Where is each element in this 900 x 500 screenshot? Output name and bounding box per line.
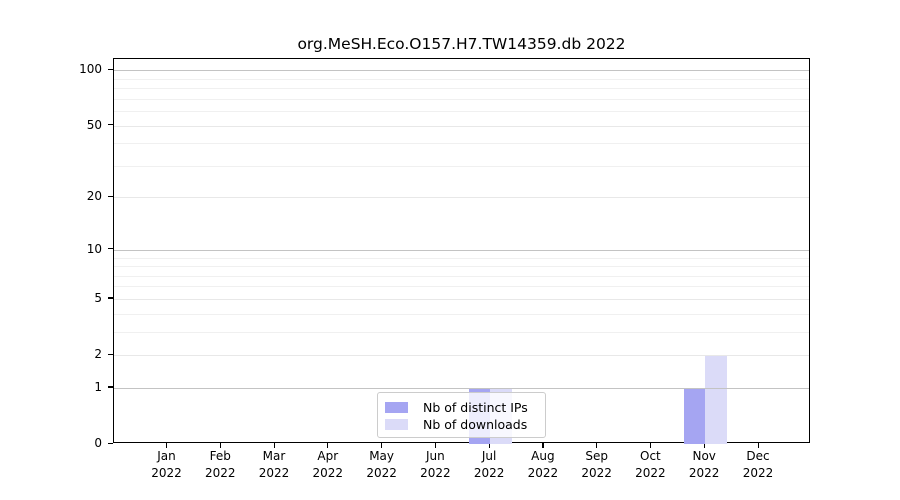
x-tick-year: 2022 — [581, 465, 612, 480]
x-tick-label: Jul 2022 — [461, 448, 517, 481]
x-tick — [381, 443, 383, 448]
y-tick-label: 1 — [94, 379, 102, 394]
x-tick — [703, 443, 705, 448]
x-tick — [219, 443, 221, 448]
plot-area — [113, 58, 810, 444]
y-tick-label: 20 — [86, 189, 102, 204]
x-tick-year: 2022 — [258, 465, 290, 480]
legend: Nb of distinct IPs Nb of downloads — [377, 392, 546, 438]
x-tick-label: Jan 2022 — [139, 448, 195, 481]
legend-swatch-downloads — [385, 418, 408, 430]
y-tick — [108, 68, 113, 70]
x-tick-month: Sep — [585, 449, 608, 463]
y-tick — [108, 353, 113, 355]
x-tick-month: Jul — [481, 449, 497, 463]
x-tick-year: 2022 — [312, 465, 344, 480]
legend-item-downloads: Nb of downloads — [385, 416, 536, 432]
x-tick-label: Oct 2022 — [622, 448, 678, 481]
gridline-minor — [114, 78, 809, 80]
x-tick-month: Aug — [531, 449, 555, 463]
y-tick — [108, 124, 113, 126]
x-tick-label: Mar 2022 — [246, 448, 302, 481]
x-tick — [542, 443, 544, 448]
gridline-major — [114, 387, 809, 389]
x-tick-label: Aug 2022 — [515, 448, 571, 481]
gridline-minor — [114, 266, 809, 267]
x-tick-year: 2022 — [151, 465, 182, 480]
y-tick-label: 2 — [94, 347, 102, 361]
y-tick-label: 10 — [86, 241, 102, 256]
gridline-major — [114, 249, 809, 251]
legend-label-distinct-ips: Nb of distinct IPs — [423, 399, 528, 415]
x-tick-month: May — [369, 449, 394, 463]
x-tick-year: 2022 — [635, 465, 666, 480]
x-tick-month: Oct — [640, 449, 661, 463]
gridline-major — [114, 355, 809, 356]
gridline-minor — [114, 257, 809, 259]
gridline-minor — [114, 331, 809, 333]
x-tick-year: 2022 — [205, 465, 236, 480]
x-tick-year: 2022 — [742, 465, 774, 480]
x-tick-month: Jan — [157, 449, 176, 463]
gridline-minor — [114, 143, 809, 145]
chart-title: org.MeSH.Eco.O157.H7.TW14359.db 2022 — [297, 35, 626, 53]
y-tick — [108, 386, 113, 388]
y-tick — [108, 248, 113, 250]
gridline-major — [114, 298, 809, 300]
x-tick — [327, 443, 329, 448]
x-tick — [166, 443, 168, 448]
x-tick-label: Feb 2022 — [192, 448, 248, 481]
x-tick — [488, 443, 490, 448]
x-tick-label: Sep 2022 — [569, 448, 625, 481]
x-tick-label: Nov 2022 — [676, 448, 732, 481]
gridline-minor — [114, 275, 809, 277]
x-tick — [649, 443, 652, 448]
gridline-minor — [114, 165, 809, 167]
y-tick-label: 50 — [86, 117, 102, 132]
x-tick — [757, 443, 759, 448]
x-tick-month: Nov — [692, 449, 716, 463]
x-tick-label: May 2022 — [354, 448, 410, 481]
y-tick — [108, 195, 113, 198]
y-tick-label: 100 — [79, 62, 102, 77]
x-tick-label: Dec 2022 — [730, 448, 786, 481]
x-tick — [273, 443, 275, 448]
gridline-minor — [114, 286, 809, 288]
gridline-minor — [114, 98, 809, 100]
bar-distinct-ips — [683, 387, 706, 444]
gridline-major — [114, 70, 809, 72]
gridline-minor — [114, 88, 809, 90]
gridline-minor — [114, 111, 809, 113]
y-tick-label: 5 — [94, 290, 102, 305]
y-tick — [108, 442, 113, 444]
gridline-major — [114, 197, 809, 199]
x-tick-year: 2022 — [366, 465, 397, 480]
x-tick-year: 2022 — [688, 465, 720, 480]
legend-item-distinct-ips: Nb of distinct IPs — [385, 399, 536, 415]
legend-label-downloads: Nb of downloads — [423, 416, 528, 432]
x-tick-month: Mar — [262, 449, 286, 463]
x-tick — [434, 443, 437, 448]
y-tick — [108, 297, 113, 299]
x-tick-label: Jun 2022 — [407, 448, 463, 481]
bar-downloads — [705, 355, 727, 444]
gridline-major — [114, 125, 809, 127]
x-tick-year: 2022 — [473, 465, 505, 480]
y-tick-label: 0 — [94, 436, 102, 450]
legend-swatch-distinct-ips — [385, 401, 408, 413]
x-tick-month: Jun — [426, 449, 445, 463]
x-tick-year: 2022 — [420, 465, 451, 480]
x-tick-year: 2022 — [527, 465, 559, 480]
x-tick-month: Feb — [209, 449, 231, 463]
x-tick — [596, 443, 598, 448]
gridline-minor — [114, 313, 809, 315]
x-tick-label: Apr 2022 — [300, 448, 356, 481]
x-tick-month: Dec — [746, 449, 770, 463]
x-tick-month: Apr — [317, 449, 339, 463]
